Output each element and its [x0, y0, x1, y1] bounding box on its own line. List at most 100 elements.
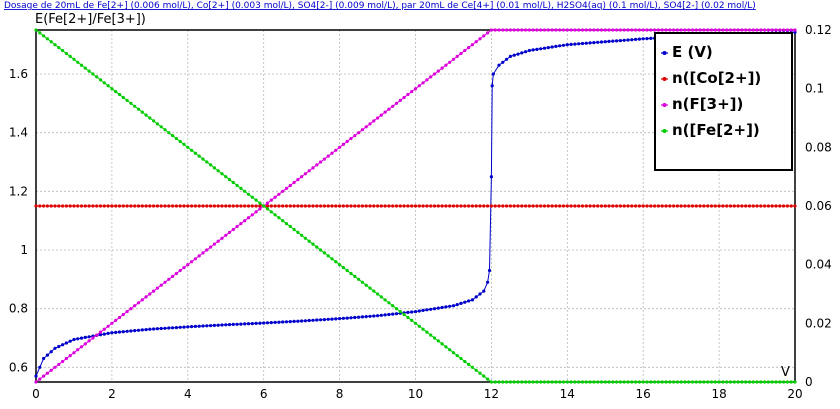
data-point [634, 37, 638, 42]
data-point [546, 28, 550, 32]
data-point [368, 314, 372, 318]
data-point [262, 321, 266, 325]
data-point [580, 28, 585, 32]
data-point [482, 204, 486, 208]
data-point [83, 204, 87, 208]
data-point [444, 305, 448, 309]
data-point [250, 204, 254, 208]
data-point [561, 28, 566, 32]
data-point [79, 204, 84, 208]
data-point [592, 28, 596, 32]
data-point [721, 204, 725, 208]
data-point [87, 69, 91, 73]
data-point [296, 204, 300, 208]
data-point [269, 321, 273, 325]
data-point [455, 354, 459, 358]
data-point [436, 69, 440, 73]
data-point [451, 204, 456, 208]
data-point [72, 57, 76, 61]
data-point [432, 72, 437, 76]
data-point [740, 380, 744, 384]
data-point [186, 325, 190, 329]
data-point [319, 318, 323, 322]
data-point [197, 254, 201, 258]
data-point [349, 204, 353, 208]
data-point [558, 44, 562, 48]
data-point [634, 204, 638, 208]
data-point [197, 154, 201, 158]
data-point [171, 134, 175, 138]
data-point [79, 63, 84, 67]
data-point [357, 277, 361, 281]
x-tick-label: 14 [560, 387, 575, 401]
data-point [394, 312, 399, 316]
data-point [501, 380, 505, 384]
data-point [622, 204, 626, 208]
data-point [136, 107, 141, 111]
data-point [679, 204, 683, 208]
data-point [425, 204, 429, 208]
data-point [489, 28, 493, 32]
data-point [307, 318, 311, 323]
data-point [736, 380, 740, 384]
data-point [45, 204, 50, 208]
data-point [159, 326, 163, 331]
data-point [307, 239, 311, 243]
data-point [706, 28, 710, 32]
data-point [607, 39, 611, 44]
data-point [607, 204, 611, 208]
data-point [117, 315, 122, 320]
data-point [421, 81, 425, 85]
data-point [774, 204, 778, 208]
data-point [402, 204, 406, 208]
data-point [615, 28, 619, 32]
data-point [588, 28, 592, 32]
data-point [303, 204, 307, 208]
data-point [489, 380, 493, 384]
data-point [300, 204, 304, 208]
data-point [546, 46, 550, 50]
series-2 [34, 204, 797, 208]
data-point [451, 351, 456, 355]
data-point [322, 251, 326, 255]
data-point [588, 380, 592, 384]
data-point [398, 98, 402, 102]
data-point [512, 28, 516, 32]
data-point [565, 380, 569, 384]
data-point [254, 198, 258, 202]
data-point [539, 47, 543, 51]
data-point [527, 48, 532, 53]
data-point [679, 28, 683, 32]
data-point [487, 268, 492, 273]
data-point [102, 332, 106, 336]
legend-swatch-marker [662, 129, 667, 133]
data-point [201, 251, 205, 255]
legend-entry: n(F[3+]) [672, 95, 743, 113]
data-point [322, 204, 326, 208]
legend-box [654, 32, 793, 171]
data-point [584, 41, 588, 45]
y-right-tick-label: 0 [805, 375, 813, 389]
data-point [402, 312, 406, 317]
data-point [387, 301, 391, 305]
data-point [539, 28, 543, 32]
data-point [611, 39, 615, 43]
data-point [747, 204, 752, 208]
data-point [470, 365, 474, 369]
data-point [330, 257, 334, 261]
data-point [554, 44, 558, 49]
data-point [592, 41, 596, 45]
data-point [326, 154, 330, 158]
data-point [713, 28, 717, 32]
data-point [38, 377, 42, 381]
data-point [463, 48, 467, 53]
data-point [725, 204, 729, 208]
data-point [417, 84, 421, 88]
data-point [246, 192, 251, 196]
data-point [64, 356, 68, 361]
data-point [311, 166, 315, 170]
data-point [626, 380, 630, 384]
data-point [789, 204, 793, 208]
data-point [273, 320, 277, 324]
data-point [357, 315, 361, 319]
